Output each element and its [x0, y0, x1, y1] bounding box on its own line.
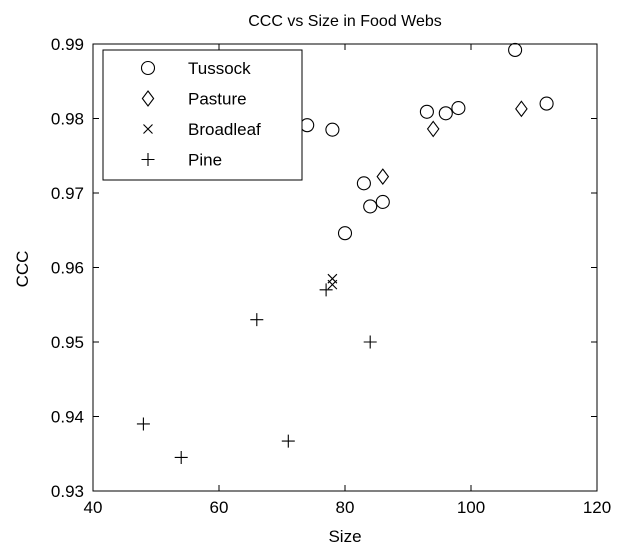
pine-point [363, 335, 377, 349]
data-points [136, 42, 554, 464]
tussock-point [508, 42, 523, 58]
pine-point [250, 313, 264, 327]
legend-label-tussock: Tussock [188, 59, 251, 78]
legend-marker-tussock [140, 60, 156, 76]
tussock-point [451, 101, 466, 116]
pine-point [136, 417, 150, 431]
x-axis-label: Size [328, 527, 361, 546]
y-tick-label: 0.96 [51, 259, 84, 278]
pasture-point [515, 100, 528, 118]
tussock-point [539, 96, 554, 111]
tussock-point [375, 194, 390, 209]
legend-marker-broadleaf [143, 124, 153, 134]
y-tick-label: 0.93 [51, 482, 84, 501]
x-tick-label: 80 [336, 498, 355, 517]
tussock-point [419, 104, 434, 119]
legend-label-broadleaf: Broadleaf [188, 120, 261, 139]
legend-marker-pine [141, 153, 155, 166]
tussock-point [337, 226, 353, 241]
legend-label-pasture: Pasture [188, 90, 247, 109]
pasture-point [376, 168, 390, 186]
legend: Tussock Pasture Broadleaf Pine [102, 49, 303, 181]
tussock-point [356, 176, 371, 191]
y-tick-label: 0.97 [51, 184, 84, 203]
x-tick-label: 100 [457, 498, 485, 517]
y-axis-label: CCC [13, 251, 32, 288]
x-tick-label: 40 [84, 498, 103, 517]
tussock-point [325, 122, 340, 137]
pasture-point [426, 120, 440, 138]
chart-title: CCC vs Size in Food Webs [248, 13, 442, 30]
broadleaf-point [327, 279, 338, 290]
tussock-point [363, 199, 378, 214]
x-tick-label: 120 [583, 498, 611, 517]
pine-point [281, 434, 295, 448]
axes: 40 60 80 100 120 0.93 0.94 0.95 0.96 0.97 0.98 0.99 [51, 35, 611, 517]
tussock-point [300, 118, 315, 133]
y-tick-label: 0.98 [51, 110, 84, 129]
legend-box [102, 49, 303, 181]
tussock-point [438, 106, 453, 121]
x-tick-label: 60 [210, 498, 229, 517]
y-tick-label: 0.94 [51, 408, 84, 427]
pine-point [174, 450, 188, 464]
legend-label-pine: Pine [188, 151, 222, 170]
pine-point [319, 283, 333, 297]
y-tick-label: 0.99 [51, 35, 84, 54]
legend-marker-pasture [141, 90, 155, 107]
y-tick-label: 0.95 [51, 333, 84, 352]
